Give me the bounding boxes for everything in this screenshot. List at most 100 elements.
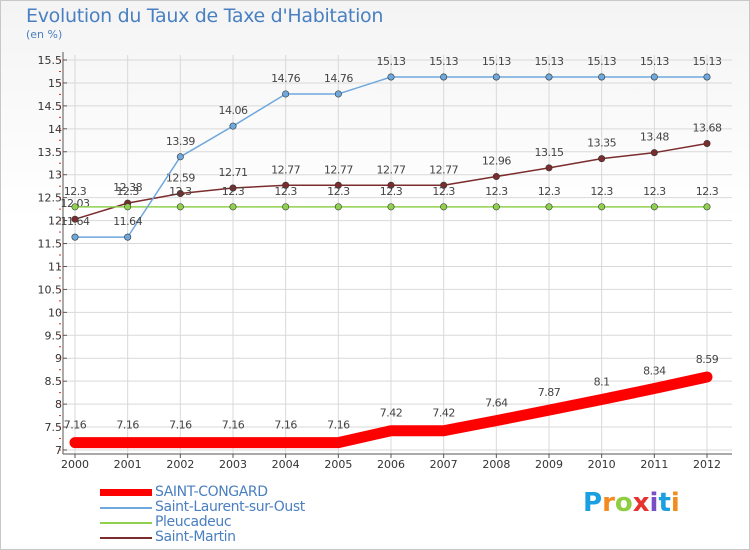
data-label: 7.16 (327, 419, 350, 432)
data-label: 11.64 (61, 215, 90, 228)
data-point (334, 203, 342, 211)
x-tick-label: 2007 (430, 458, 458, 471)
y-tick-label: 14.5 (38, 100, 63, 113)
y-tick-label: 7 (55, 444, 62, 457)
y-tick-label: 13.5 (38, 146, 63, 159)
data-label: 7.16 (116, 419, 139, 432)
y-tick-label: 9.5 (45, 329, 63, 342)
legend-swatch-saint-martin (100, 537, 152, 539)
legend-swatch-saint-congard (100, 489, 152, 496)
data-point (440, 73, 448, 81)
data-label: 12.3 (590, 185, 613, 198)
data-label: 15.13 (535, 55, 564, 68)
data-point (124, 233, 132, 241)
data-point (71, 233, 79, 241)
data-point (229, 203, 237, 211)
data-label: 12.96 (482, 155, 511, 168)
y-tick-label: 12 (48, 215, 62, 228)
y-tick-label: 8.5 (45, 375, 63, 388)
data-point (282, 203, 290, 211)
data-point (598, 73, 606, 81)
data-point (598, 155, 606, 163)
x-tick-label: 2006 (377, 458, 405, 471)
data-label: 15.13 (429, 55, 458, 68)
legend-label-saint-congard: SAINT-CONGARD (155, 484, 268, 500)
x-tick-label: 2000 (61, 458, 89, 471)
data-label: 12.3 (643, 185, 666, 198)
data-point (334, 90, 342, 98)
x-tick-label: 2012 (693, 458, 721, 471)
logo-letter: x (632, 488, 650, 518)
data-label: 12.3 (538, 185, 561, 198)
logo-letter: P (583, 488, 603, 518)
data-label: 7.42 (432, 407, 455, 420)
data-label: 12.3 (432, 185, 455, 198)
data-label: 15.13 (482, 55, 511, 68)
logo-letter: i (649, 488, 659, 518)
data-point (124, 203, 132, 211)
data-label: 7.64 (485, 397, 508, 410)
data-point (387, 181, 395, 189)
data-label: 12.77 (271, 163, 300, 176)
data-label: 13.39 (166, 135, 195, 148)
y-tick-label: 14 (48, 123, 62, 136)
data-label: 15.13 (377, 55, 406, 68)
data-label: 7.16 (64, 419, 87, 432)
data-label: 12.77 (377, 163, 406, 176)
series-line-saint-congard (69, 371, 713, 449)
data-point (650, 149, 658, 157)
data-label: 14.76 (271, 72, 300, 85)
x-tick-label: 2001 (114, 458, 142, 471)
chart-subtitle: (en %) (26, 28, 63, 41)
data-point (176, 190, 184, 198)
x-tick-label: 2008 (482, 458, 510, 471)
y-tick-label: 15 (48, 77, 62, 90)
data-point (387, 203, 395, 211)
data-point (703, 140, 711, 148)
data-point (334, 181, 342, 189)
logo-letter: r (602, 488, 615, 518)
data-point (650, 203, 658, 211)
data-label: 15.13 (693, 55, 722, 68)
data-label: 12.3 (696, 185, 719, 198)
data-point (176, 203, 184, 211)
x-tick-label: 2002 (166, 458, 194, 471)
data-point (440, 203, 448, 211)
data-point (440, 181, 448, 189)
data-label: 13.68 (693, 122, 722, 135)
data-point (71, 215, 79, 223)
y-tick-label: 8 (55, 398, 62, 411)
axes: 77.588.599.51010.51111.51212.51313.51414… (38, 52, 732, 471)
proxiti-logo: Proxiti (583, 488, 680, 518)
y-tick-label: 11.5 (38, 238, 63, 251)
data-label: 8.34 (643, 365, 666, 378)
data-label: 12.3 (485, 185, 508, 198)
legend-swatch-saint-laurent (100, 507, 152, 509)
data-label: 8.59 (696, 353, 719, 366)
data-point (492, 73, 500, 81)
chart-title: Evolution du Taux de Taxe d'Habitation (26, 5, 384, 27)
x-tick-label: 2005 (324, 458, 352, 471)
data-label: 12.3 (222, 185, 245, 198)
data-label: 7.16 (169, 419, 192, 432)
data-label: 13.48 (640, 131, 669, 144)
data-label: 12.3 (116, 185, 139, 198)
data-point (650, 73, 658, 81)
y-tick-label: 7.5 (45, 421, 63, 434)
y-tick-label: 10.5 (38, 283, 63, 296)
data-label: 14.76 (324, 72, 353, 85)
data-point (703, 203, 711, 211)
x-tick-label: 2004 (272, 458, 300, 471)
x-tick-label: 2010 (588, 458, 616, 471)
y-tick-label: 11 (48, 260, 62, 273)
data-label: 14.06 (219, 104, 248, 117)
data-label: 12.3 (380, 185, 403, 198)
logo-letter: i (670, 488, 680, 518)
data-label: 7.87 (538, 386, 561, 399)
data-label: 12.3 (64, 185, 87, 198)
data-label: 12.77 (429, 163, 458, 176)
data-label: 13.35 (587, 137, 616, 150)
y-tick-label: 12.5 (38, 192, 63, 205)
data-point (545, 203, 553, 211)
